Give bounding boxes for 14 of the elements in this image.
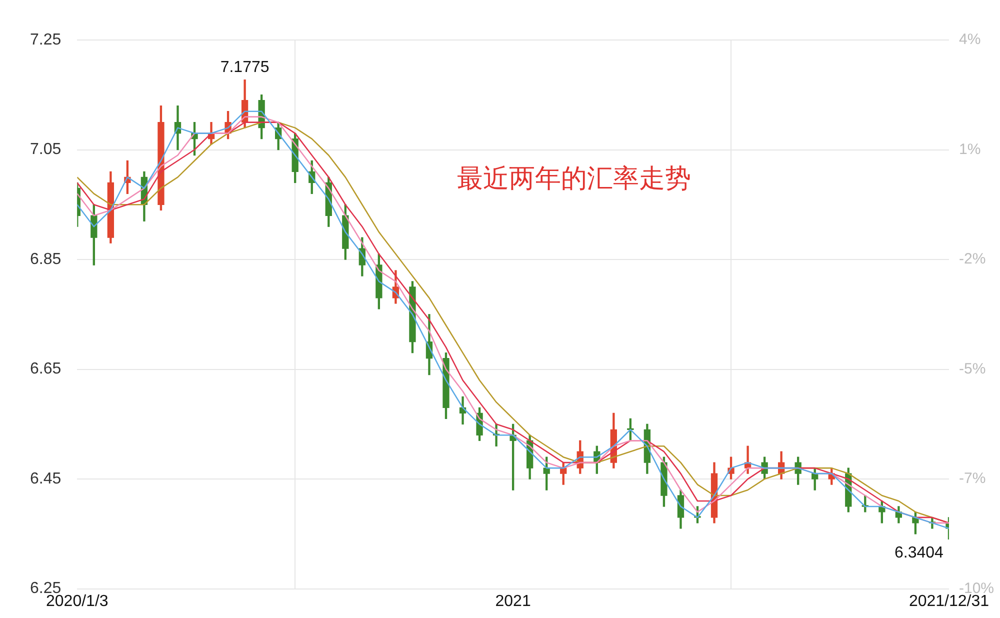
y2-tick-label: -7%: [958, 470, 986, 488]
y-tick-label: 7.05: [30, 141, 62, 158]
y2-tick-label: 4%: [958, 31, 981, 48]
y-tick-label: 7.25: [30, 31, 62, 48]
y2-tick-label: 1%: [958, 140, 981, 158]
y2-tick-label: -2%: [958, 250, 986, 268]
annotation: 7.1775: [220, 59, 270, 76]
y-tick-label: 6.65: [30, 360, 62, 378]
annotation: 6.3404: [894, 544, 944, 562]
y-tick-label: 6.85: [30, 250, 62, 268]
x-tick-label: 2021: [495, 592, 531, 610]
y-tick-label: 6.45: [30, 470, 62, 488]
text: 最近两年的汇率走势: [457, 163, 692, 194]
y2-tick-label: -5%: [958, 360, 986, 378]
